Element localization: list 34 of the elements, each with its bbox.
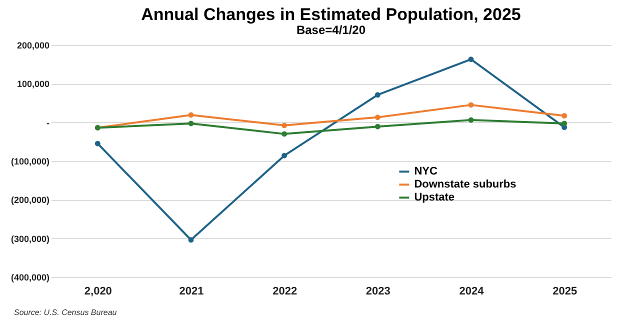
point: [188, 237, 194, 243]
point: [562, 113, 568, 118]
point: [374, 124, 380, 130]
point: [468, 56, 474, 62]
chart-subtitle: Base=4/1/20: [296, 23, 366, 37]
legend-label: NYC: [414, 166, 438, 178]
x-tick-label: 2024: [459, 286, 485, 298]
y-tick-label: (200,000): [10, 195, 50, 206]
chart-title: Annual Changes in Estimated Population, 2025: [141, 5, 521, 24]
point: [282, 122, 288, 128]
y-tick-label: 200,000: [16, 40, 50, 50]
y-tick-label: (300,000): [10, 234, 50, 244]
point: [94, 140, 100, 146]
y-tick-label: (400,000): [10, 272, 50, 282]
x-tick-label: 2,020: [84, 286, 112, 298]
y-tick-label: 100,000: [16, 79, 50, 90]
point: [188, 112, 194, 118]
point: [374, 114, 380, 120]
source-note: Source: U.S. Census Bureau: [14, 308, 117, 317]
x-tick-label: 2025: [552, 286, 578, 298]
y-tick-label: (100,000): [10, 156, 50, 166]
point: [374, 92, 380, 98]
point: [468, 117, 474, 123]
legend-label: Upstate: [414, 192, 455, 204]
legend-label: Downstate suburbs: [414, 178, 516, 191]
x-tick-label: 2022: [272, 286, 298, 298]
point: [468, 102, 474, 108]
point: [282, 152, 288, 158]
x-tick-label: 2021: [179, 286, 204, 298]
point: [562, 120, 568, 126]
x-tick-label: 2023: [366, 286, 390, 298]
point: [282, 131, 288, 137]
point: [188, 120, 194, 126]
y-tick-label: -: [46, 118, 50, 128]
